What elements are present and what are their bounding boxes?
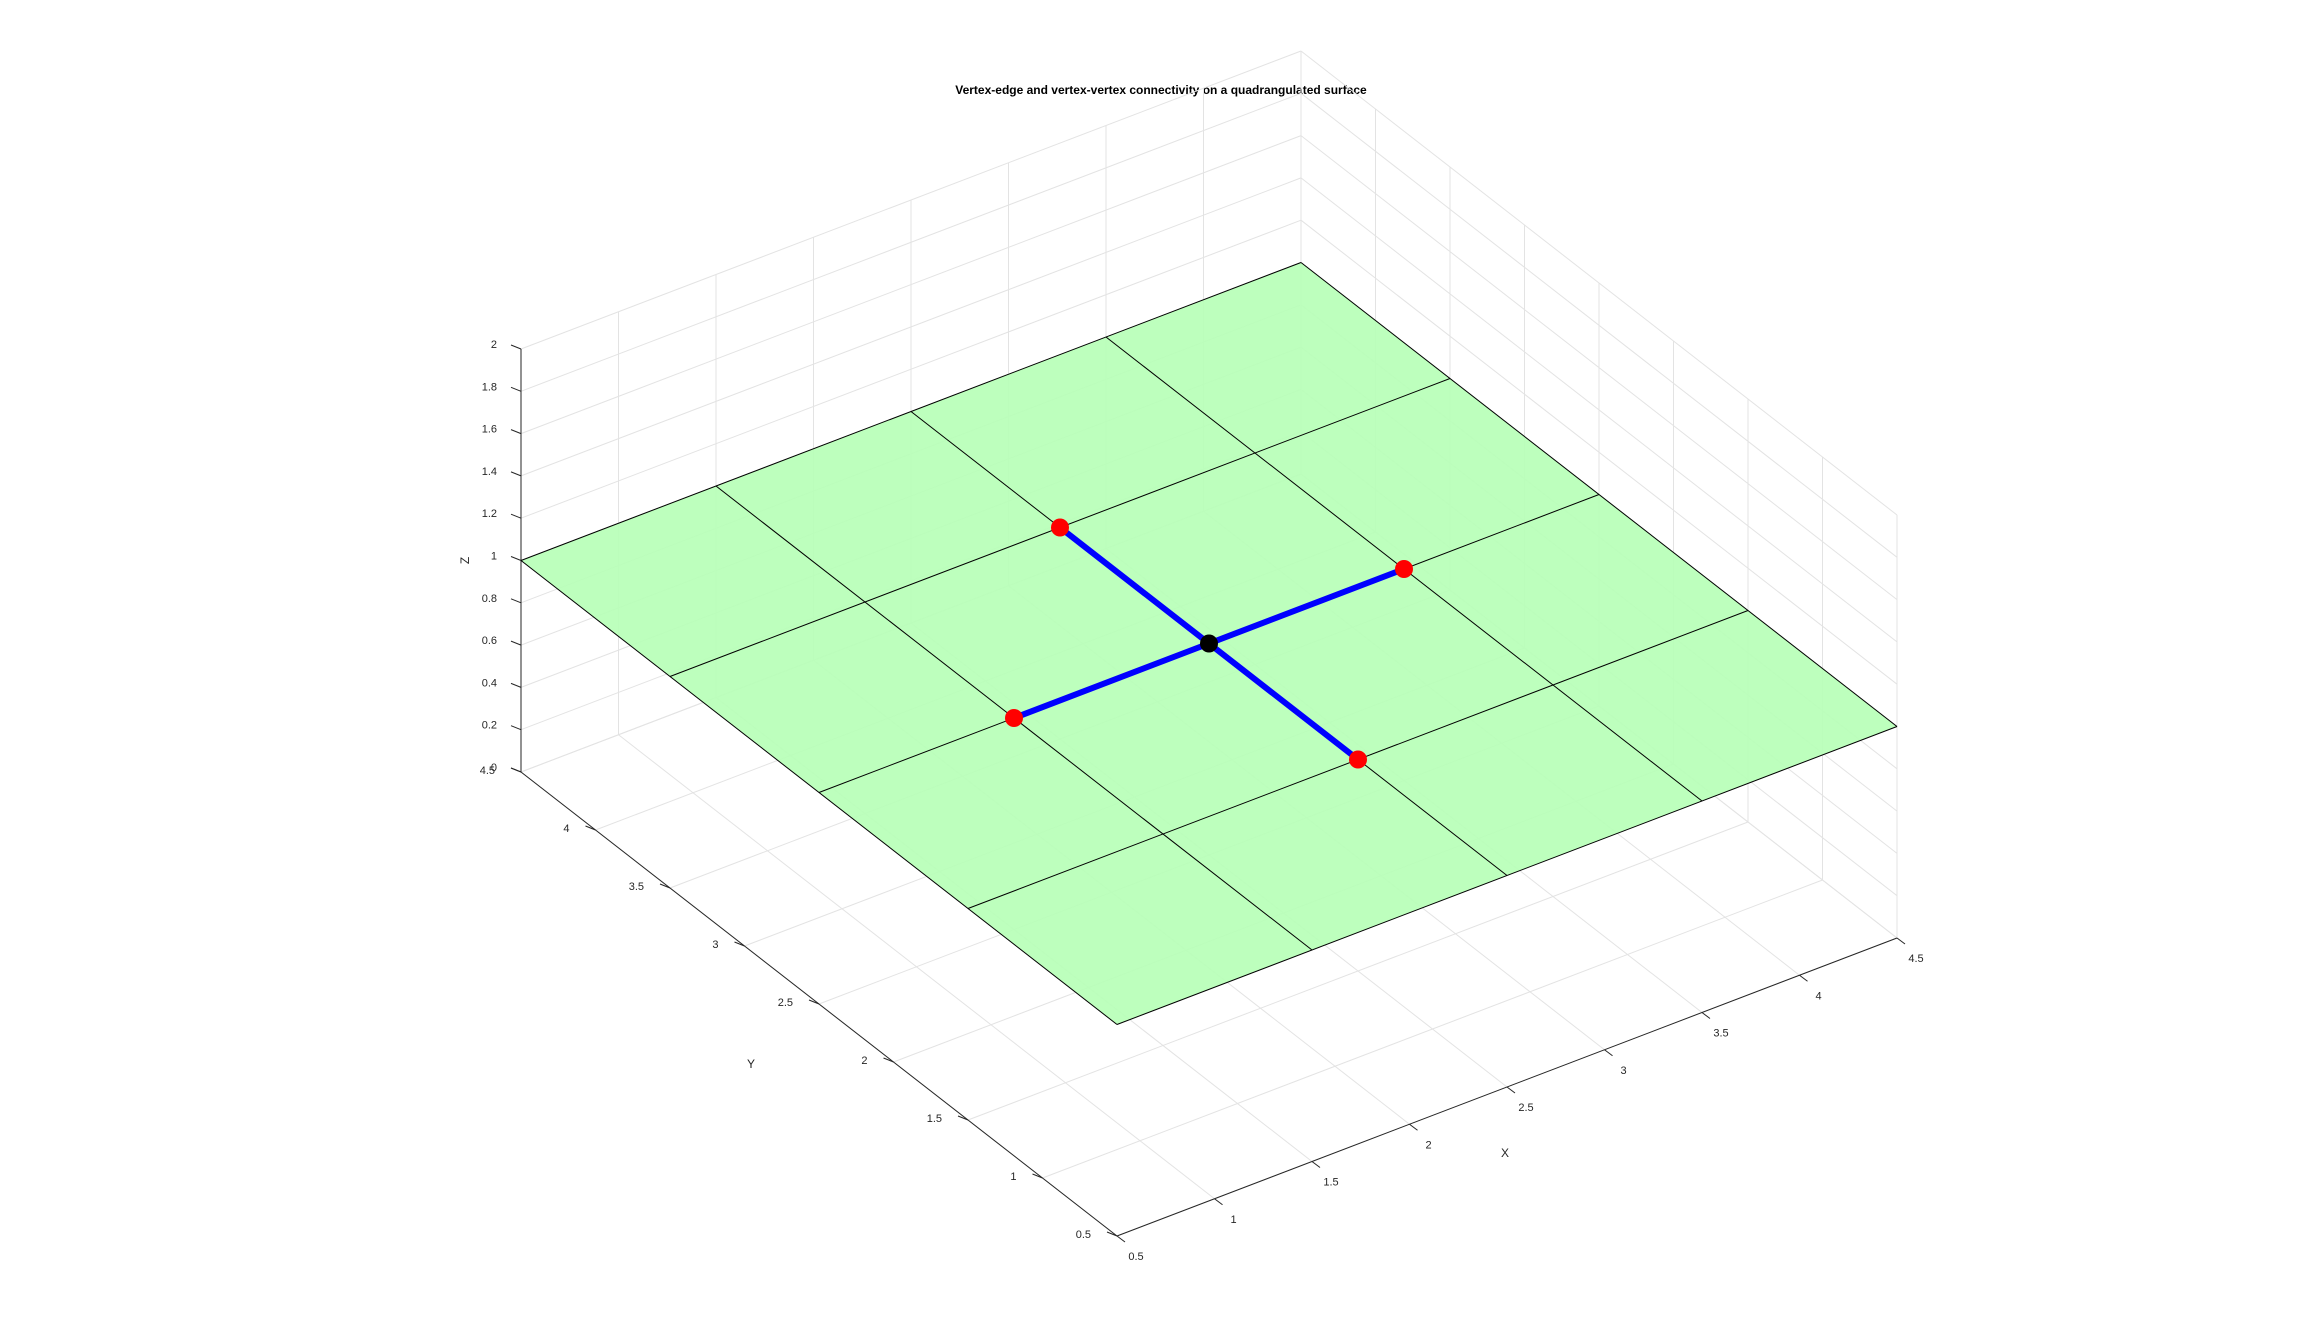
y-tick: [734, 941, 745, 947]
z-tick: [510, 767, 522, 773]
y-tick-label: 4.5: [480, 765, 495, 777]
grid-line: [1300, 135, 1898, 600]
x-tick-label: 3.5: [1713, 1028, 1728, 1040]
x-tick-label: 2: [1425, 1139, 1431, 1151]
x-tick: [1701, 1012, 1711, 1019]
y-tick: [659, 883, 671, 889]
connected-edge: [1206, 566, 1407, 647]
z-tick: [510, 640, 522, 646]
x-tick: [1896, 937, 1906, 945]
y-tick: [957, 1115, 969, 1121]
z-tick-label: 0.8: [482, 593, 497, 605]
y-axis-label: Y: [747, 1057, 755, 1071]
neighbor-vertex: [1395, 560, 1413, 578]
z-tick: [510, 682, 522, 688]
connectivity-marks: [1005, 518, 1413, 769]
z-tick-label: 1.2: [482, 508, 497, 520]
y-tick: [1032, 1173, 1043, 1179]
neighbor-vertex: [1051, 518, 1069, 537]
neighbor-vertex: [1005, 709, 1023, 727]
x-tick: [1506, 1086, 1516, 1094]
grid-line: [520, 92, 1302, 392]
chart-title: Vertex-edge and vertex-vertex connectivi…: [955, 83, 1367, 97]
z-tick-label: 0.6: [482, 635, 497, 647]
x-tick-label: 0.5: [1128, 1251, 1143, 1263]
grid-line: [1300, 219, 1898, 685]
neighbor-vertex: [1349, 750, 1367, 769]
connected-edge: [1057, 524, 1212, 647]
y-tick-label: 3: [712, 939, 718, 951]
x-axis-label: X: [1501, 1146, 1509, 1160]
x-tick: [1116, 1235, 1126, 1243]
x-tick: [1214, 1198, 1223, 1206]
center-vertex: [1200, 634, 1218, 653]
connected-edge: [1206, 640, 1361, 763]
y-tick-label: 1.5: [927, 1113, 942, 1125]
z-tick: [510, 513, 522, 519]
y-tick-label: 2: [861, 1055, 867, 1067]
grid-line: [1300, 92, 1898, 558]
y-tick: [808, 999, 820, 1005]
y-tick: [585, 825, 596, 831]
z-axis-label: Z: [458, 557, 472, 564]
z-tick: [510, 725, 522, 731]
z-tick-label: 1.8: [482, 381, 497, 393]
y-tick-label: 1: [1010, 1171, 1016, 1183]
x-tick-label: 1.5: [1323, 1177, 1338, 1189]
x-tick-label: 4: [1815, 990, 1821, 1002]
z-tick: [510, 598, 522, 604]
x-tick-label: 1: [1230, 1214, 1236, 1226]
y-tick-label: 3.5: [629, 881, 644, 893]
x-tick-label: 3: [1620, 1065, 1626, 1077]
axes: 0.511.522.533.544.50.511.522.533.544.500…: [480, 339, 1924, 1263]
z-tick-label: 1.4: [482, 466, 497, 478]
y-tick: [1106, 1231, 1118, 1237]
x-tick-label: 2.5: [1518, 1102, 1533, 1114]
z-tick-label: 1.6: [482, 424, 497, 436]
x-tick: [1604, 1049, 1613, 1057]
mesh-edge: [520, 262, 1302, 561]
grid-line: [1042, 879, 1823, 1179]
z-tick-label: 0.4: [482, 677, 497, 689]
z-tick: [510, 386, 522, 392]
y-tick-label: 0.5: [1076, 1229, 1091, 1241]
z-tick-label: 0: [491, 762, 497, 774]
connected-edge: [1011, 640, 1212, 721]
grid-line: [967, 821, 1749, 1121]
z-tick: [510, 471, 522, 477]
y-tick: [883, 1057, 894, 1063]
z-tick: [510, 556, 522, 561]
x-tick: [1409, 1123, 1418, 1131]
x-tick: [1311, 1161, 1321, 1168]
x-tick-label: 4.5: [1908, 953, 1923, 965]
z-tick-label: 0.2: [482, 720, 497, 732]
z-tick-label: 2: [491, 339, 497, 351]
grid-line: [520, 177, 1302, 477]
z-tick: [510, 429, 522, 435]
x-tick: [1799, 974, 1808, 982]
grid-line: [520, 135, 1302, 435]
y-tick-label: 2.5: [778, 997, 793, 1009]
y-tick-label: 4: [563, 823, 569, 835]
grid-line: [520, 50, 1302, 350]
grid-line: [1300, 50, 1898, 516]
mesh-edge: [1116, 726, 1898, 1025]
z-tick: [510, 344, 522, 350]
grid-line: [1300, 177, 1898, 643]
grid-line: [520, 219, 1302, 519]
z-tick-label: 1: [491, 551, 497, 563]
